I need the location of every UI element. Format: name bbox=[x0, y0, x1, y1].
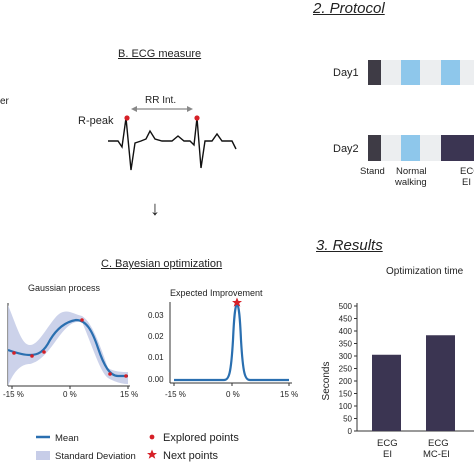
protocol-panel: Day1 Day2 Stand Normal walking ECG EI bbox=[333, 60, 474, 188]
results-bar-1 bbox=[372, 354, 401, 431]
ei-curve bbox=[174, 302, 289, 382]
label-stand: Stand bbox=[360, 166, 385, 177]
left-edge-text: er bbox=[0, 96, 9, 107]
ecg-waveform bbox=[108, 117, 237, 171]
ecg-panel: R-peak RR Int. bbox=[78, 95, 237, 171]
bar1-label-line2: EI bbox=[383, 449, 392, 460]
results-ytick-label: 250 bbox=[339, 365, 353, 374]
legend-next-label: Next points bbox=[163, 450, 219, 462]
results-ytick-label: 350 bbox=[339, 340, 353, 349]
legend-next-swatch bbox=[147, 449, 157, 459]
day2-walk-block bbox=[401, 135, 420, 161]
protocol-title: 2. Protocol bbox=[313, 0, 385, 17]
bar2-label-line2: MC-EI bbox=[423, 449, 450, 460]
ecg-title: B. ECG measure bbox=[118, 48, 202, 60]
results-bars bbox=[372, 335, 455, 431]
legend-mean-label: Mean bbox=[55, 433, 79, 444]
gp-explored-point bbox=[124, 374, 128, 378]
gp-explored-point bbox=[12, 351, 16, 355]
ei-title: Expected Improvement bbox=[170, 288, 263, 298]
results-ytick-label: 50 bbox=[343, 415, 352, 424]
ei-ytick-4: 0.00 bbox=[148, 375, 164, 384]
results-yticks: 0 50 100 150 200 250 300 350 400 450 500 bbox=[339, 302, 357, 436]
gp-xtick-1: -15 % bbox=[3, 390, 24, 399]
legend-explored-label: Explored points bbox=[163, 432, 239, 444]
day1-stand-block bbox=[368, 60, 381, 85]
gp-xtick-2: 0 % bbox=[63, 390, 77, 399]
bar2-label-line1: ECG bbox=[428, 438, 449, 449]
legend-std-label: Standard Deviation bbox=[55, 451, 136, 462]
rpeak-dot-1 bbox=[124, 115, 130, 121]
ei-next-point-star bbox=[232, 297, 242, 307]
results-ytick-label: 450 bbox=[339, 315, 353, 324]
rpeak-label: R-peak bbox=[78, 115, 114, 127]
label-walk-line1: Normal bbox=[396, 166, 427, 177]
results-ytick-label: 500 bbox=[339, 302, 353, 311]
ei-xtick-1: -15 % bbox=[165, 390, 186, 399]
day2-label: Day2 bbox=[333, 143, 359, 155]
label-walk-line2: walking bbox=[394, 177, 427, 188]
day2-stand-block bbox=[368, 135, 381, 161]
rr-arrow-left-head bbox=[131, 106, 137, 112]
results-ytick-label: 150 bbox=[339, 390, 353, 399]
gp-explored-point bbox=[30, 354, 34, 358]
results-title: 3. Results bbox=[316, 237, 383, 254]
day1-walk-block-2 bbox=[441, 60, 460, 85]
gp-xtick-3: 15 % bbox=[120, 390, 138, 399]
gp-explored-point bbox=[42, 350, 46, 354]
ei-ytick-1: 0.03 bbox=[148, 311, 164, 320]
legend-std-swatch bbox=[36, 451, 50, 460]
day1-walk-block-1 bbox=[401, 60, 420, 85]
label-ecg-line2: EI bbox=[462, 177, 471, 188]
gp-explored-point bbox=[80, 318, 84, 322]
results-ytick-label: 100 bbox=[339, 402, 353, 411]
legend: Mean Standard Deviation Explored points … bbox=[36, 432, 239, 462]
ei-xtick-3: 15 % bbox=[280, 390, 298, 399]
label-ecg-line1: ECG bbox=[460, 166, 474, 177]
day2-ecg-block bbox=[441, 135, 474, 161]
results-bar-2 bbox=[426, 335, 455, 431]
gp-title: Gaussian process bbox=[28, 283, 101, 293]
rr-interval-label: RR Int. bbox=[145, 95, 176, 106]
bar1-label-line1: ECG bbox=[377, 438, 398, 449]
gp-std-band bbox=[8, 305, 128, 386]
ei-ytick-2: 0.02 bbox=[148, 332, 164, 341]
gp-panel: Gaussian process -15 % 0 % 15 % bbox=[3, 283, 138, 399]
rpeak-dot-2 bbox=[194, 115, 200, 121]
ei-panel: Expected Improvement 0.03 0.02 0.01 0.00… bbox=[148, 288, 298, 399]
results-ytick-label: 200 bbox=[339, 377, 353, 386]
down-arrow: ↓ bbox=[150, 198, 160, 220]
ei-ytick-3: 0.01 bbox=[148, 353, 164, 362]
results-ytick-label: 400 bbox=[339, 327, 353, 336]
ei-xtick-2: 0 % bbox=[226, 390, 240, 399]
gp-mean-line bbox=[7, 318, 128, 378]
results-chart-title: Optimization time bbox=[386, 266, 464, 277]
results-ytick-label: 300 bbox=[339, 352, 353, 361]
day1-label: Day1 bbox=[333, 67, 359, 79]
legend-explored-swatch bbox=[149, 434, 155, 440]
results-ylabel: Seconds bbox=[321, 362, 332, 401]
gp-explored-point bbox=[108, 372, 112, 376]
results-bar-chart: Seconds 0 50 100 150 200 250 300 350 400 450 500 E… bbox=[321, 302, 474, 460]
results-ytick-label: 0 bbox=[348, 427, 353, 436]
bayes-title: C. Bayesian optimization bbox=[101, 258, 223, 270]
rr-arrow-right-head bbox=[187, 106, 193, 112]
